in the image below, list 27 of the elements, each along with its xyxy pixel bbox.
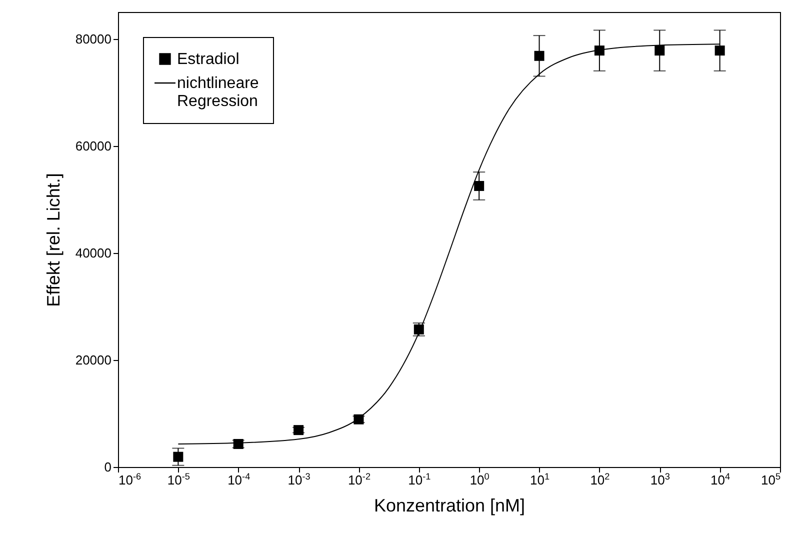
point <box>714 46 725 56</box>
point <box>594 46 604 56</box>
point <box>474 180 484 191</box>
x-axis-title: Konzentration [nM] <box>374 496 526 516</box>
x-tick-label: 10$^{-4}$ <box>228 472 250 488</box>
x-tick-label: 10$^{-6}$ <box>118 472 142 488</box>
x-tick-label: 10$^{3}$ <box>650 472 670 488</box>
x-tick-label: 10$^{-1}$ <box>408 472 431 488</box>
y-axis-title: Effekt [rel. Licht.] <box>43 173 64 307</box>
x-tick-label: 10$^{5}$ <box>760 472 780 488</box>
x-tick-label: 10$^{0}$ <box>470 472 490 488</box>
x-tick-label: 10$^{-2}$ <box>348 472 371 488</box>
point <box>173 452 184 462</box>
point <box>654 46 665 56</box>
y-tick-label: 40000 <box>75 245 112 260</box>
legend-label: Estradiol <box>177 51 240 68</box>
legend-label: nichtlineare Regression <box>177 75 259 110</box>
x-tick-label: 10$^{4}$ <box>710 472 730 488</box>
point <box>534 50 544 61</box>
y-tick-label: 60000 <box>75 138 112 154</box>
y-tick-label: 0 <box>104 460 112 474</box>
x-tick-label: 10$^{-5}$ <box>167 472 190 488</box>
y-tick-label: 80000 <box>75 31 112 46</box>
x-tick-label: 10$^{-3}$ <box>288 472 310 488</box>
x-tick-label: 10$^{2}$ <box>590 472 610 488</box>
x-tick-label: 10$^{1}$ <box>530 472 550 488</box>
y-tick-label: 20000 <box>75 352 112 368</box>
